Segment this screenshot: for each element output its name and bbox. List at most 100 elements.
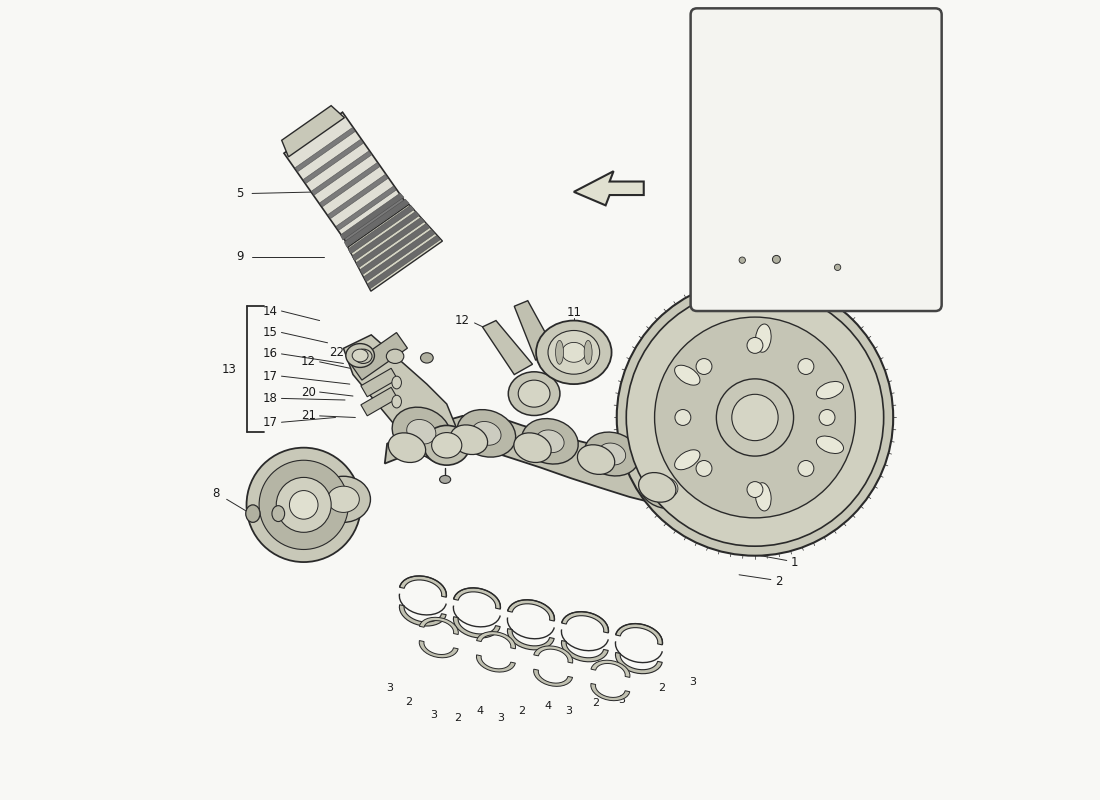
Circle shape xyxy=(747,338,763,354)
Text: 3: 3 xyxy=(565,706,573,717)
Ellipse shape xyxy=(386,349,404,363)
Ellipse shape xyxy=(392,376,402,389)
Ellipse shape xyxy=(352,349,368,362)
Ellipse shape xyxy=(392,407,451,456)
Ellipse shape xyxy=(272,506,285,522)
Circle shape xyxy=(772,255,780,263)
Ellipse shape xyxy=(548,330,600,374)
Ellipse shape xyxy=(584,432,639,476)
Polygon shape xyxy=(343,335,459,462)
Polygon shape xyxy=(399,605,447,626)
Ellipse shape xyxy=(756,482,771,511)
Ellipse shape xyxy=(508,372,560,415)
Polygon shape xyxy=(352,211,419,261)
Polygon shape xyxy=(361,387,397,416)
Circle shape xyxy=(260,460,349,550)
Ellipse shape xyxy=(674,450,700,470)
Text: 12: 12 xyxy=(301,355,316,368)
Circle shape xyxy=(716,379,793,456)
Ellipse shape xyxy=(388,433,426,462)
Ellipse shape xyxy=(536,430,564,453)
Ellipse shape xyxy=(345,343,374,367)
Polygon shape xyxy=(591,660,630,678)
Polygon shape xyxy=(360,223,430,275)
Text: 9: 9 xyxy=(236,250,244,263)
Ellipse shape xyxy=(674,366,700,385)
Polygon shape xyxy=(453,588,500,609)
Text: 2: 2 xyxy=(658,682,664,693)
Ellipse shape xyxy=(514,433,551,462)
Text: 10: 10 xyxy=(305,543,319,556)
Circle shape xyxy=(739,257,746,263)
Polygon shape xyxy=(304,139,363,183)
Ellipse shape xyxy=(472,422,502,446)
FancyBboxPatch shape xyxy=(691,8,942,311)
Text: 24: 24 xyxy=(823,276,836,286)
Ellipse shape xyxy=(328,486,360,513)
Polygon shape xyxy=(348,204,442,291)
Text: 16: 16 xyxy=(263,347,278,361)
Polygon shape xyxy=(419,641,459,658)
Polygon shape xyxy=(311,151,372,195)
Polygon shape xyxy=(344,198,405,242)
Polygon shape xyxy=(574,171,644,206)
Circle shape xyxy=(626,289,883,546)
Polygon shape xyxy=(356,218,425,268)
Ellipse shape xyxy=(556,341,563,364)
Polygon shape xyxy=(295,128,355,172)
Polygon shape xyxy=(340,193,404,240)
Ellipse shape xyxy=(756,324,771,352)
Text: 3: 3 xyxy=(497,713,504,722)
Ellipse shape xyxy=(431,433,462,458)
Text: 13: 13 xyxy=(221,362,236,375)
Text: 4: 4 xyxy=(476,706,484,717)
Text: 18: 18 xyxy=(263,392,278,405)
Circle shape xyxy=(798,358,814,374)
Ellipse shape xyxy=(562,342,586,362)
Polygon shape xyxy=(348,206,415,254)
Text: 21: 21 xyxy=(301,410,316,422)
Polygon shape xyxy=(561,641,608,662)
Polygon shape xyxy=(534,646,573,663)
Polygon shape xyxy=(328,174,388,218)
Text: 17: 17 xyxy=(263,416,278,429)
Circle shape xyxy=(798,461,814,476)
Polygon shape xyxy=(534,669,573,686)
Text: 3: 3 xyxy=(690,677,696,687)
Ellipse shape xyxy=(440,475,451,483)
Ellipse shape xyxy=(354,349,372,363)
Text: 23: 23 xyxy=(728,182,741,192)
Text: 2: 2 xyxy=(405,697,412,707)
Ellipse shape xyxy=(518,380,550,407)
Polygon shape xyxy=(591,683,630,701)
Text: 12: 12 xyxy=(455,314,470,327)
Text: 7: 7 xyxy=(261,469,267,482)
Circle shape xyxy=(747,482,763,498)
Polygon shape xyxy=(453,617,500,638)
Circle shape xyxy=(820,410,835,426)
Polygon shape xyxy=(476,655,516,672)
Polygon shape xyxy=(399,576,447,598)
Ellipse shape xyxy=(584,341,592,364)
Text: 11: 11 xyxy=(566,306,581,319)
Polygon shape xyxy=(616,624,662,645)
Text: 2: 2 xyxy=(593,698,600,709)
Text: 2: 2 xyxy=(776,574,782,588)
Text: 15: 15 xyxy=(263,326,278,339)
Polygon shape xyxy=(419,618,459,634)
Circle shape xyxy=(675,410,691,426)
Circle shape xyxy=(696,358,712,374)
Circle shape xyxy=(654,317,856,518)
Text: 3: 3 xyxy=(430,710,438,720)
Polygon shape xyxy=(344,199,409,247)
Text: 24: 24 xyxy=(714,266,727,276)
Text: 3: 3 xyxy=(386,682,393,693)
Text: 20: 20 xyxy=(301,386,316,398)
Polygon shape xyxy=(615,653,662,674)
Circle shape xyxy=(617,279,893,556)
Ellipse shape xyxy=(816,382,844,399)
Ellipse shape xyxy=(816,436,844,454)
Polygon shape xyxy=(507,629,554,650)
Ellipse shape xyxy=(424,426,470,465)
Ellipse shape xyxy=(392,395,402,408)
